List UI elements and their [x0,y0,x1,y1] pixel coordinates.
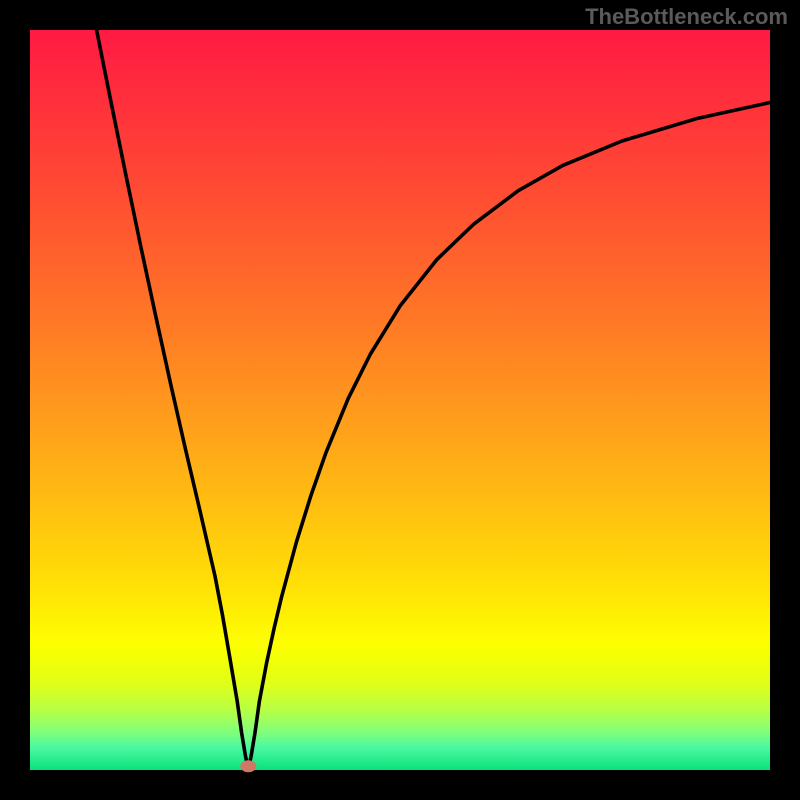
bottleneck-chart [0,0,800,800]
watermark-text: TheBottleneck.com [585,4,788,30]
chart-container: TheBottleneck.com [0,0,800,800]
optimal-point-marker [240,760,256,772]
chart-background [30,30,770,770]
